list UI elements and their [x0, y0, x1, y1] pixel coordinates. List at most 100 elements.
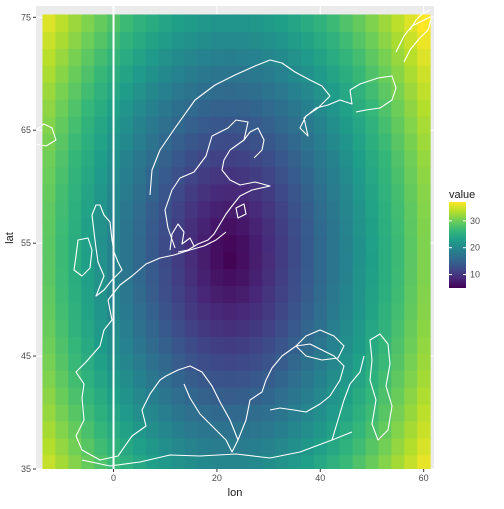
heatmap-cell — [68, 336, 82, 354]
coastline-mediterranean — [165, 365, 239, 453]
heatmap-cell — [275, 65, 289, 83]
heatmap-cell — [365, 116, 379, 134]
heatmap-cell — [55, 183, 69, 202]
coastline-balkans — [237, 343, 345, 441]
heatmap-cell — [236, 454, 250, 469]
coastline-north-africa — [81, 431, 353, 467]
heatmap-cell — [81, 454, 95, 469]
heatmap-cell — [339, 437, 354, 456]
heatmap-cell — [300, 234, 315, 253]
heatmap-cell — [81, 319, 95, 337]
heatmap-cell — [55, 421, 69, 439]
heatmap-cell — [339, 166, 354, 185]
heatmap-cell — [300, 387, 315, 405]
heatmap-cell — [275, 302, 289, 320]
heatmap-cell — [313, 437, 328, 456]
heatmap-cell — [119, 353, 134, 371]
heatmap-cell — [352, 268, 367, 286]
heatmap-cell — [313, 217, 328, 236]
heatmap-cell — [132, 353, 147, 371]
heatmap-cell — [236, 48, 250, 66]
heatmap-cell — [171, 31, 186, 49]
heatmap-cell — [55, 251, 69, 270]
heatmap-cell — [158, 437, 173, 456]
heatmap-cell — [417, 99, 431, 117]
heatmap-cell — [94, 14, 108, 32]
heatmap-cell — [184, 99, 199, 117]
heatmap-cell — [275, 166, 289, 185]
heatmap-cell — [417, 217, 431, 236]
heatmap-cell — [145, 437, 160, 456]
heatmap-cell — [365, 336, 379, 354]
heatmap-cell — [287, 183, 302, 202]
heatmap-cell — [300, 319, 315, 337]
heatmap-cell — [313, 31, 328, 49]
heatmap-cell — [365, 234, 379, 253]
heatmap-cell — [249, 251, 263, 270]
heatmap-cell — [378, 251, 392, 270]
heatmap-cell — [210, 251, 224, 270]
heatmap-cell — [417, 336, 431, 354]
legend-colorbar — [449, 202, 466, 288]
heatmap-cell — [210, 116, 224, 134]
heatmap-cell — [378, 285, 392, 303]
heatmap-cell — [275, 99, 289, 117]
x-axis-title: lon — [228, 487, 243, 499]
heatmap-cell — [158, 302, 173, 320]
heatmap-cell — [158, 268, 173, 286]
heatmap-cell — [81, 200, 95, 219]
heatmap-cell — [55, 133, 69, 151]
heatmap-cell — [326, 99, 341, 117]
x-tick-label: 40 — [315, 473, 325, 483]
heatmap-cell — [171, 14, 186, 32]
heatmap-cell — [365, 454, 379, 469]
heatmap-cell — [145, 319, 160, 337]
heatmap-cell — [197, 166, 211, 185]
heatmap-cell — [223, 268, 237, 286]
heatmap-cell — [42, 285, 56, 303]
heatmap-cell — [158, 65, 173, 83]
heatmap-cell — [171, 370, 186, 388]
heatmap-cell — [132, 217, 147, 236]
heatmap-cell — [365, 200, 379, 219]
heatmap-cell — [171, 454, 186, 469]
coastline-north-europe — [107, 231, 227, 301]
x-tick-label: 20 — [212, 473, 222, 483]
heatmap-cell — [326, 234, 341, 253]
heatmap-cell — [391, 285, 405, 303]
heatmap-cell — [365, 183, 379, 202]
legend-title: value — [449, 189, 475, 201]
heatmap-cell — [300, 31, 315, 49]
heatmap-cell — [184, 183, 199, 202]
heatmap-cell — [287, 285, 302, 303]
heatmap-cell — [145, 65, 160, 83]
heatmap-cell — [249, 302, 263, 320]
heatmap-cell — [210, 353, 224, 371]
y-axis: 35 45 55 65 75 — [21, 12, 36, 474]
heatmap-cell — [197, 251, 211, 270]
heatmap-cell — [378, 65, 392, 83]
heatmap-cell — [210, 234, 224, 253]
heatmap-cell — [339, 200, 354, 219]
heatmap-cell — [68, 353, 82, 371]
heatmap-cell — [352, 48, 367, 66]
heatmap-cell — [378, 454, 392, 469]
heatmap-cell — [262, 421, 276, 439]
heatmap-cell — [249, 82, 263, 100]
heatmap-cell — [158, 251, 173, 270]
coastline-arctic-islands — [409, 9, 431, 31]
heatmap-cell — [171, 285, 186, 303]
y-tick-label: 35 — [21, 464, 31, 474]
heatmap-cell — [378, 370, 392, 388]
heatmap-cell — [171, 65, 186, 83]
heatmap-cell — [352, 454, 367, 469]
heatmap-cell — [94, 251, 108, 270]
heatmap-cell — [81, 149, 95, 168]
heatmap-cell — [339, 285, 354, 303]
heatmap-cell — [210, 285, 224, 303]
heatmap-cell — [132, 454, 147, 469]
heatmap-cell — [132, 166, 147, 185]
heatmap-cell — [326, 336, 341, 354]
heatmap-cell — [223, 285, 237, 303]
heatmap-cell — [197, 285, 211, 303]
